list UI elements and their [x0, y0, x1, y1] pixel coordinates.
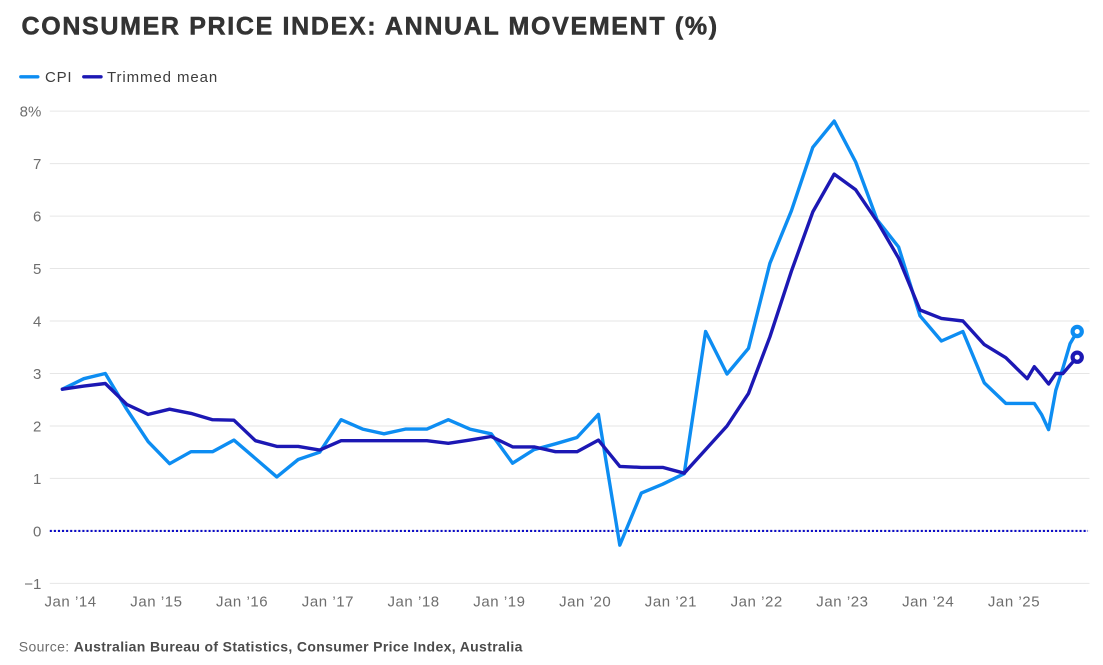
- svg-text:4: 4: [33, 314, 41, 331]
- svg-text:Jan ’20: Jan ’20: [559, 594, 611, 611]
- svg-text:Jan ’19: Jan ’19: [473, 594, 525, 611]
- svg-text:CONSUMER PRICE INDEX: ANNUAL M: CONSUMER PRICE INDEX: ANNUAL MOVEMENT (%…: [22, 12, 719, 40]
- svg-text:CPI: CPI: [45, 69, 72, 86]
- svg-text:7: 7: [33, 156, 41, 173]
- svg-text:Jan ’18: Jan ’18: [387, 594, 439, 611]
- svg-text:Trimmed mean: Trimmed mean: [107, 69, 218, 86]
- svg-text:8%: 8%: [20, 104, 42, 121]
- svg-text:−1: −1: [24, 576, 41, 593]
- svg-text:3: 3: [33, 366, 41, 383]
- svg-text:Jan ’24: Jan ’24: [902, 594, 954, 611]
- svg-text:Jan ’23: Jan ’23: [816, 594, 868, 611]
- svg-text:5: 5: [33, 261, 41, 278]
- svg-text:1: 1: [33, 471, 41, 488]
- svg-text:Jan ’22: Jan ’22: [731, 594, 783, 611]
- svg-text:Jan ’17: Jan ’17: [302, 594, 354, 611]
- svg-text:0: 0: [33, 524, 41, 541]
- svg-text:2: 2: [33, 419, 41, 436]
- svg-text:Source: Australian Bureau of S: Source: Australian Bureau of Statistics,…: [19, 639, 523, 655]
- svg-text:6: 6: [33, 209, 41, 226]
- svg-text:Jan ’25: Jan ’25: [988, 594, 1040, 611]
- svg-text:Jan ’16: Jan ’16: [216, 594, 268, 611]
- svg-text:Jan ’15: Jan ’15: [130, 594, 182, 611]
- svg-text:Jan ’21: Jan ’21: [645, 594, 697, 611]
- svg-text:Jan ’14: Jan ’14: [44, 594, 96, 611]
